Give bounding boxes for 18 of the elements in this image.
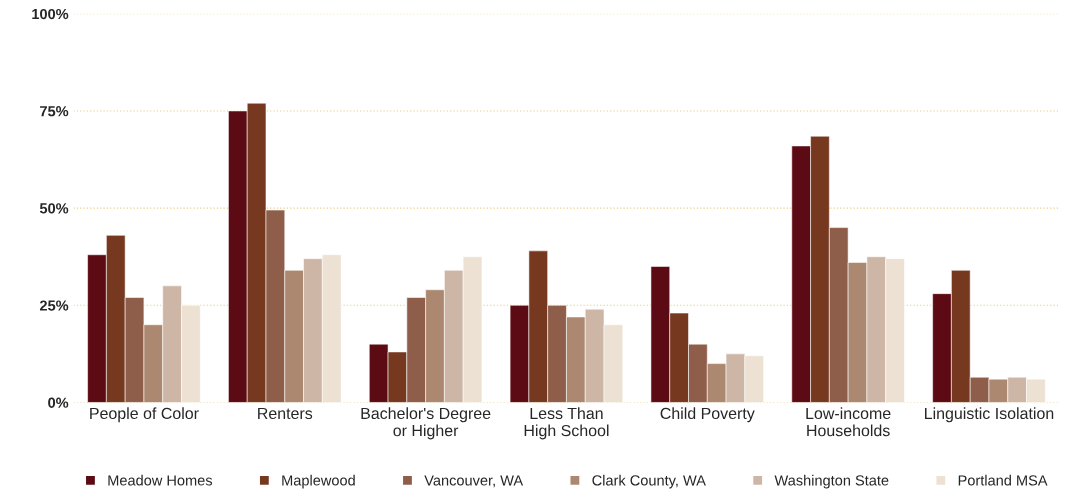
y-tick-label: 75% xyxy=(40,106,69,117)
legend-label: Portland MSA xyxy=(958,474,1048,486)
y-tick-label: 50% xyxy=(39,203,69,214)
y-tick-label: 25% xyxy=(39,300,69,311)
x-tick-label: Low-income Households xyxy=(806,407,891,437)
legend-label: Maplewood xyxy=(282,474,355,489)
y-tick-label: 0% xyxy=(48,397,69,408)
x-tick-label: People of Color xyxy=(90,407,199,423)
x-tick-label: Child Poverty xyxy=(660,407,755,423)
x-tick-label: Less Than High School xyxy=(524,407,609,440)
legend-label: Washington State xyxy=(774,474,889,489)
legend-label: Meadow Homes xyxy=(108,474,213,486)
x-tick-label: Linguistic Isolation xyxy=(925,407,1054,423)
x-tick-label: Bachelor's Degree or Higher xyxy=(361,407,491,440)
x-tick-label: Renters xyxy=(258,407,313,420)
legend-label: Clark County, WA xyxy=(592,474,706,489)
y-tick-label: 100% xyxy=(32,8,69,20)
legend-label: Vancouver, WA xyxy=(424,475,524,488)
